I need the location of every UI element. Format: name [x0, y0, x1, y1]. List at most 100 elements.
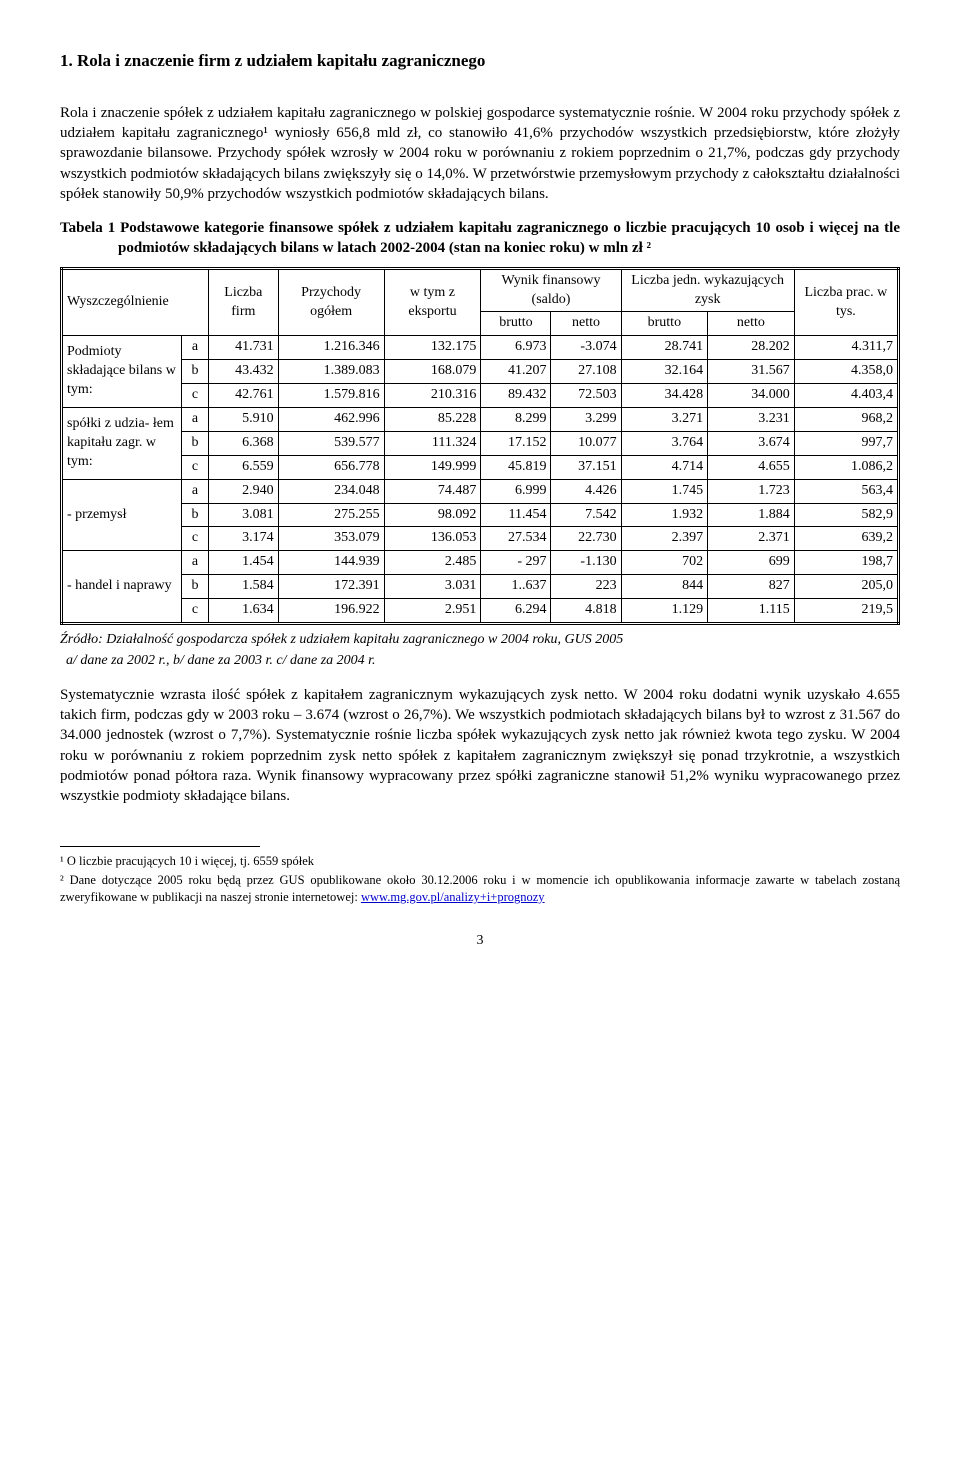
data-cell: 196.922: [278, 599, 384, 624]
data-cell: 136.053: [384, 527, 481, 551]
data-cell: 172.391: [278, 575, 384, 599]
data-cell: 2.951: [384, 599, 481, 624]
data-cell: 563,4: [794, 479, 898, 503]
data-cell: 45.819: [481, 455, 551, 479]
data-cell: 168.079: [384, 360, 481, 384]
data-cell: 1.634: [209, 599, 279, 624]
data-cell: 34.428: [621, 384, 708, 408]
data-cell: -1.130: [551, 551, 621, 575]
data-cell: 1.216.346: [278, 336, 384, 360]
section-heading: 1. Rola i znaczenie firm z udziałem kapi…: [60, 50, 900, 73]
data-cell: 3.031: [384, 575, 481, 599]
data-cell: 10.077: [551, 431, 621, 455]
paragraph-intro: Rola i znaczenie spółek z udziałem kapit…: [60, 103, 900, 204]
data-cell: 539.577: [278, 431, 384, 455]
data-cell: 43.432: [209, 360, 279, 384]
data-cell: 42.761: [209, 384, 279, 408]
footnote-1: ¹ O liczbie pracujących 10 i więcej, tj.…: [60, 853, 900, 870]
data-cell: 198,7: [794, 551, 898, 575]
data-cell: 1.723: [708, 479, 795, 503]
data-cell: 3.174: [209, 527, 279, 551]
data-table: Wyszczególnienie Liczba firm Przychody o…: [60, 267, 900, 625]
data-cell: 4.403,4: [794, 384, 898, 408]
data-cell: 1.454: [209, 551, 279, 575]
row-group-label: - przemysł: [62, 479, 182, 551]
th-netto-1: netto: [551, 312, 621, 336]
data-cell: 699: [708, 551, 795, 575]
data-cell: 3.081: [209, 503, 279, 527]
th-brutto-1: brutto: [481, 312, 551, 336]
data-cell: 4.818: [551, 599, 621, 624]
data-cell: 2.371: [708, 527, 795, 551]
data-cell: 111.324: [384, 431, 481, 455]
data-cell: 37.151: [551, 455, 621, 479]
data-cell: 149.999: [384, 455, 481, 479]
data-cell: 6.999: [481, 479, 551, 503]
th-liczba-firm: Liczba firm: [209, 268, 279, 336]
data-cell: 41.207: [481, 360, 551, 384]
data-cell: 582,9: [794, 503, 898, 527]
row-key: a: [182, 551, 209, 575]
data-cell: 32.164: [621, 360, 708, 384]
data-cell: 656.778: [278, 455, 384, 479]
data-cell: 1.745: [621, 479, 708, 503]
row-key: a: [182, 336, 209, 360]
data-cell: -3.074: [551, 336, 621, 360]
data-cell: 11.454: [481, 503, 551, 527]
data-cell: 3.299: [551, 408, 621, 432]
row-group-label: spółki z udzia- łem kapitału zagr. w tym…: [62, 408, 182, 480]
data-cell: - 297: [481, 551, 551, 575]
th-eksport: w tym z eksportu: [384, 268, 481, 336]
th-wynik: Wynik finansowy (saldo): [481, 268, 621, 312]
row-key: c: [182, 527, 209, 551]
data-cell: 5.910: [209, 408, 279, 432]
data-cell: 34.000: [708, 384, 795, 408]
data-cell: 3.271: [621, 408, 708, 432]
data-cell: 41.731: [209, 336, 279, 360]
data-cell: 462.996: [278, 408, 384, 432]
data-cell: 6.973: [481, 336, 551, 360]
data-cell: 234.048: [278, 479, 384, 503]
data-cell: 3.231: [708, 408, 795, 432]
data-cell: 4.426: [551, 479, 621, 503]
th-wyszczegolnienie: Wyszczególnienie: [62, 268, 209, 336]
paragraph-body: Systematycznie wzrasta ilość spółek z ka…: [60, 685, 900, 807]
data-cell: 98.092: [384, 503, 481, 527]
th-liczba-prac: Liczba prac. w tys.: [794, 268, 898, 336]
th-netto-2: netto: [708, 312, 795, 336]
data-cell: 219,5: [794, 599, 898, 624]
table-legend: a/ dane za 2002 r., b/ dane za 2003 r. c…: [66, 652, 900, 671]
data-cell: 22.730: [551, 527, 621, 551]
data-cell: 2.940: [209, 479, 279, 503]
data-cell: 4.655: [708, 455, 795, 479]
data-cell: 223: [551, 575, 621, 599]
page-number: 3: [60, 932, 900, 951]
data-cell: 997,7: [794, 431, 898, 455]
data-cell: 7.542: [551, 503, 621, 527]
data-cell: 6.368: [209, 431, 279, 455]
row-key: c: [182, 455, 209, 479]
data-cell: 3.764: [621, 431, 708, 455]
data-cell: 31.567: [708, 360, 795, 384]
data-cell: 210.316: [384, 384, 481, 408]
row-key: b: [182, 503, 209, 527]
data-cell: 1..637: [481, 575, 551, 599]
data-cell: 132.175: [384, 336, 481, 360]
data-cell: 4.714: [621, 455, 708, 479]
data-cell: 1.115: [708, 599, 795, 624]
data-cell: 74.487: [384, 479, 481, 503]
data-cell: 89.432: [481, 384, 551, 408]
data-cell: 1.884: [708, 503, 795, 527]
data-cell: 2.397: [621, 527, 708, 551]
footnote-separator: [60, 846, 260, 851]
th-liczba-jedn: Liczba jedn. wykazujących zysk: [621, 268, 794, 312]
data-cell: 144.939: [278, 551, 384, 575]
footnote-link[interactable]: www.mg.gov.pl/analizy+i+prognozy: [361, 890, 545, 904]
data-cell: 1.932: [621, 503, 708, 527]
th-brutto-2: brutto: [621, 312, 708, 336]
data-cell: 275.255: [278, 503, 384, 527]
data-cell: 6.559: [209, 455, 279, 479]
data-cell: 72.503: [551, 384, 621, 408]
data-cell: 205,0: [794, 575, 898, 599]
data-cell: 639,2: [794, 527, 898, 551]
